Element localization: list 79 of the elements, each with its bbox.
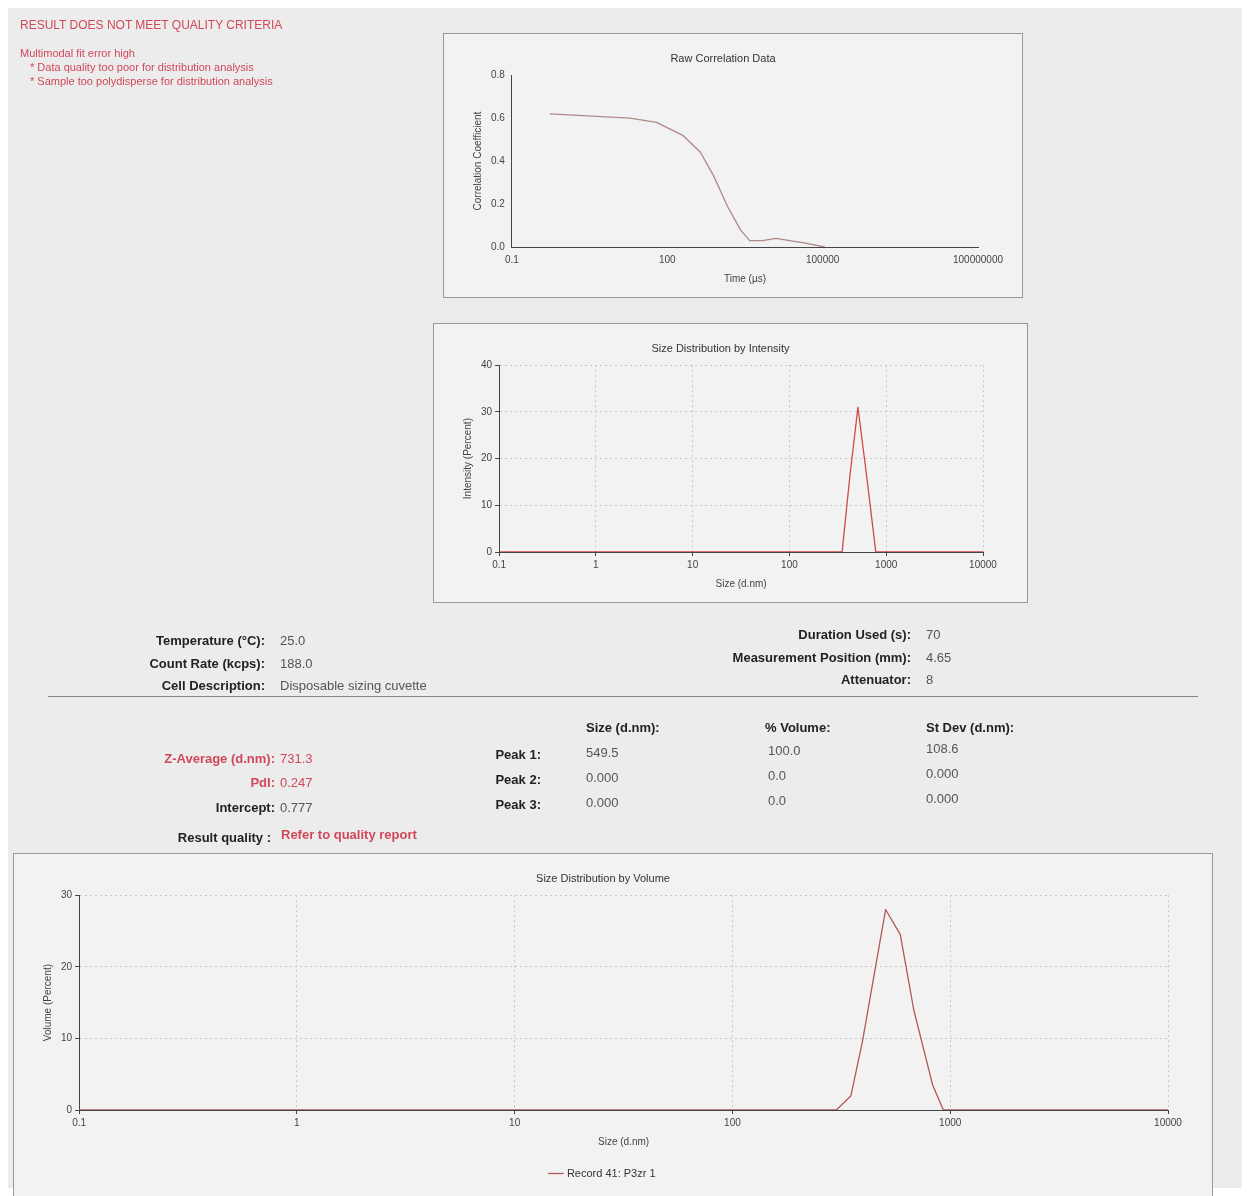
text: Z-Average (d.nm): [164, 751, 275, 766]
text: 0.000 [926, 791, 959, 806]
y-tick-label: 0.2 [491, 197, 506, 209]
y-tick-label: 10 [61, 1032, 73, 1044]
text: 0.000 [586, 795, 619, 810]
text: Peak 1: [495, 747, 541, 762]
x-tick-label: 0.1 [72, 1116, 87, 1128]
x-tick-label: 10 [687, 558, 699, 570]
x-tick-label: 10000 [969, 558, 998, 570]
x-tick-label: 10 [509, 1116, 521, 1128]
y-tick-label: 0.6 [491, 111, 506, 123]
y-tick-label: 20 [61, 960, 73, 972]
x-tick-label: 100000000 [952, 253, 1004, 265]
text: St Dev (d.nm): [926, 720, 1015, 735]
y-tick-label: 30 [61, 888, 73, 900]
text: Peak 2: [495, 772, 541, 787]
text: 100.0 [768, 743, 801, 758]
text: RESULT DOES NOT MEET QUALITY CRITERIA [20, 18, 284, 32]
y-tick-label: 0 [486, 545, 493, 557]
text: 188.0 [280, 656, 313, 671]
text: 4.65 [926, 650, 952, 665]
x-tick-label: 100000 [805, 253, 840, 265]
text: Cell Description: [161, 678, 265, 693]
text: 0.777 [280, 800, 313, 815]
x-tick-label: 1 [593, 558, 600, 570]
text: 108.6 [926, 741, 959, 756]
y-axis-title: Intensity (Percent) [461, 418, 473, 500]
y-axis-title: Volume (Percent) [41, 963, 53, 1042]
text: Measurement Position (mm): [732, 650, 911, 665]
y-tick-label: 30 [481, 405, 493, 417]
chart-title: Size Distribution by Volume [536, 871, 670, 884]
y-tick-label: 0.4 [491, 154, 506, 166]
x-axis-title: Size (d.nm) [598, 1135, 650, 1147]
text: 731.3 [280, 751, 313, 766]
text: Refer to quality report [281, 827, 417, 842]
x-tick-label: 100 [658, 253, 677, 265]
text: 0.000 [926, 766, 959, 781]
text: 8 [926, 672, 934, 687]
text: Multimodal fit error high [20, 46, 136, 60]
text: Result quality : [177, 830, 271, 845]
chart-title: Raw Correlation Data [670, 51, 777, 64]
text: 549.5 [586, 745, 619, 760]
y-tick-label: 20 [481, 452, 493, 464]
x-tick-label: 100 [724, 1116, 742, 1128]
text: 25.0 [280, 633, 306, 648]
text: Disposable sizing cuvette [280, 678, 427, 693]
y-tick-label: 0.8 [491, 68, 506, 80]
legend-label: Record 41: P3zr 1 [566, 1166, 656, 1179]
text: Intercept: [215, 800, 275, 815]
y-tick-label: 10 [481, 499, 493, 511]
x-tick-label: 1 [294, 1116, 301, 1128]
chart-title: Size Distribution by Intensity [651, 341, 791, 354]
y-tick-label: 0.0 [491, 240, 506, 252]
text: Temperature (°C): [156, 633, 265, 648]
x-tick-label: 100 [781, 558, 799, 570]
x-axis-title: Size (d.nm) [715, 577, 767, 589]
text: Count Rate (kcps): [149, 656, 265, 671]
text: % Volume: [765, 720, 831, 735]
text: 70 [926, 627, 941, 642]
y-axis-title: Correlation Coefficient [471, 111, 483, 211]
text: 0.000 [586, 770, 619, 785]
text: 0.0 [768, 793, 787, 808]
x-tick-label: 0.1 [504, 253, 520, 265]
text: Size (d.nm): [586, 720, 660, 735]
text: * Sample too polydisperse for distribution analysis [29, 74, 274, 88]
y-tick-label: 0 [66, 1103, 73, 1115]
x-tick-label: 1000 [875, 558, 898, 570]
x-axis-title: Time (µs) [723, 272, 766, 284]
text: 0.0 [768, 768, 787, 783]
x-tick-label: 10000 [1154, 1116, 1183, 1128]
text: Peak 3: [495, 797, 541, 812]
text: * Data quality too poor for distribution analysis [29, 60, 255, 74]
text: 0.247 [280, 775, 313, 790]
text: Attenuator: [840, 672, 911, 687]
text: PdI: [250, 775, 275, 790]
y-tick-label: 40 [481, 358, 493, 370]
x-tick-label: 0.1 [492, 558, 507, 570]
text: Duration Used (s): [798, 627, 911, 642]
x-tick-label: 1000 [939, 1116, 962, 1128]
